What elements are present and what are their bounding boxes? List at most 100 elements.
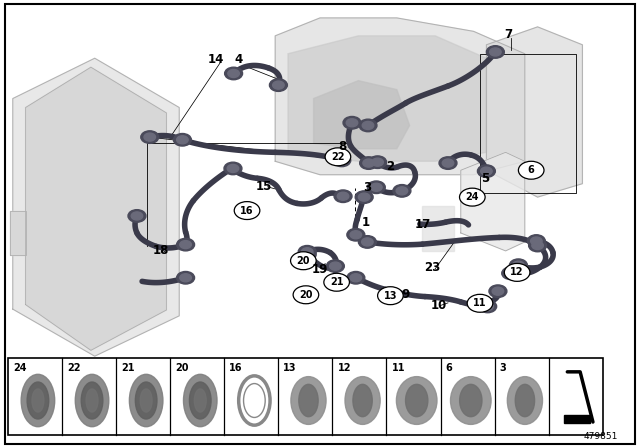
Circle shape: [481, 167, 492, 175]
Polygon shape: [275, 18, 525, 175]
Ellipse shape: [184, 375, 217, 426]
Circle shape: [489, 285, 507, 297]
Circle shape: [509, 259, 527, 271]
Circle shape: [513, 261, 524, 269]
Ellipse shape: [140, 389, 152, 412]
Text: 14: 14: [208, 52, 225, 66]
Text: 2: 2: [387, 160, 394, 173]
Circle shape: [234, 202, 260, 220]
Circle shape: [301, 250, 313, 258]
Bar: [564, 415, 589, 423]
Circle shape: [326, 260, 344, 272]
Circle shape: [131, 212, 143, 220]
Circle shape: [347, 271, 365, 284]
Text: 11: 11: [392, 363, 405, 373]
Circle shape: [333, 154, 351, 167]
Circle shape: [362, 121, 374, 129]
Circle shape: [225, 67, 243, 80]
Ellipse shape: [135, 382, 157, 419]
Circle shape: [293, 286, 319, 304]
Circle shape: [224, 162, 242, 175]
Circle shape: [482, 302, 493, 310]
Circle shape: [324, 273, 349, 291]
Circle shape: [442, 159, 454, 167]
Circle shape: [518, 161, 544, 179]
Ellipse shape: [76, 375, 109, 426]
Circle shape: [141, 131, 159, 143]
Polygon shape: [461, 152, 525, 251]
Circle shape: [298, 246, 316, 258]
Circle shape: [325, 148, 351, 166]
Circle shape: [343, 116, 361, 129]
Text: 20: 20: [175, 363, 189, 373]
Ellipse shape: [396, 377, 437, 424]
Text: 16: 16: [229, 363, 243, 373]
Text: 13: 13: [383, 291, 397, 301]
Text: 23: 23: [424, 261, 441, 274]
Ellipse shape: [508, 377, 543, 424]
Ellipse shape: [353, 384, 372, 417]
Ellipse shape: [27, 382, 49, 419]
Text: 4: 4: [234, 52, 242, 66]
Text: 11: 11: [473, 298, 487, 308]
Text: 17: 17: [414, 218, 431, 232]
Ellipse shape: [129, 375, 163, 426]
Circle shape: [532, 241, 543, 250]
Circle shape: [358, 193, 370, 201]
Text: 24: 24: [13, 363, 26, 373]
Circle shape: [492, 287, 504, 295]
Bar: [8, 358, 603, 435]
Circle shape: [180, 241, 191, 249]
Ellipse shape: [244, 383, 265, 418]
Polygon shape: [288, 36, 486, 161]
Circle shape: [529, 239, 547, 252]
Circle shape: [486, 46, 504, 58]
Text: 479851: 479851: [583, 432, 618, 441]
Circle shape: [360, 157, 378, 169]
Circle shape: [369, 156, 387, 168]
Circle shape: [269, 79, 287, 91]
Circle shape: [371, 183, 382, 191]
Text: 22: 22: [331, 152, 345, 162]
Circle shape: [477, 165, 495, 177]
Ellipse shape: [291, 377, 326, 424]
Text: 8: 8: [339, 140, 346, 154]
Circle shape: [273, 81, 284, 89]
Text: 15: 15: [255, 180, 272, 193]
Circle shape: [177, 136, 188, 144]
Circle shape: [460, 188, 485, 206]
Ellipse shape: [239, 376, 270, 425]
Text: 3: 3: [364, 181, 371, 194]
Circle shape: [173, 134, 191, 146]
Text: 10: 10: [430, 299, 447, 313]
Circle shape: [334, 190, 352, 202]
Text: 6: 6: [445, 363, 452, 373]
Circle shape: [439, 157, 457, 169]
Circle shape: [505, 269, 516, 277]
Text: 6: 6: [528, 165, 534, 175]
Circle shape: [291, 252, 316, 270]
Circle shape: [502, 267, 520, 280]
Circle shape: [359, 119, 377, 132]
Polygon shape: [10, 211, 26, 255]
Circle shape: [372, 158, 383, 166]
Circle shape: [396, 187, 408, 195]
Circle shape: [177, 238, 195, 251]
Circle shape: [180, 274, 191, 282]
Circle shape: [228, 69, 239, 78]
Circle shape: [177, 271, 195, 284]
Text: 16: 16: [240, 206, 254, 215]
Circle shape: [227, 164, 239, 172]
Text: 13: 13: [284, 363, 297, 373]
Text: 1: 1: [362, 215, 370, 229]
Circle shape: [378, 287, 403, 305]
Circle shape: [358, 236, 376, 248]
Text: 7: 7: [505, 27, 513, 41]
Circle shape: [336, 156, 348, 164]
Circle shape: [467, 294, 493, 312]
Text: 22: 22: [67, 363, 81, 373]
Circle shape: [350, 231, 362, 239]
Ellipse shape: [81, 382, 103, 419]
Ellipse shape: [406, 384, 428, 417]
Circle shape: [298, 248, 316, 261]
